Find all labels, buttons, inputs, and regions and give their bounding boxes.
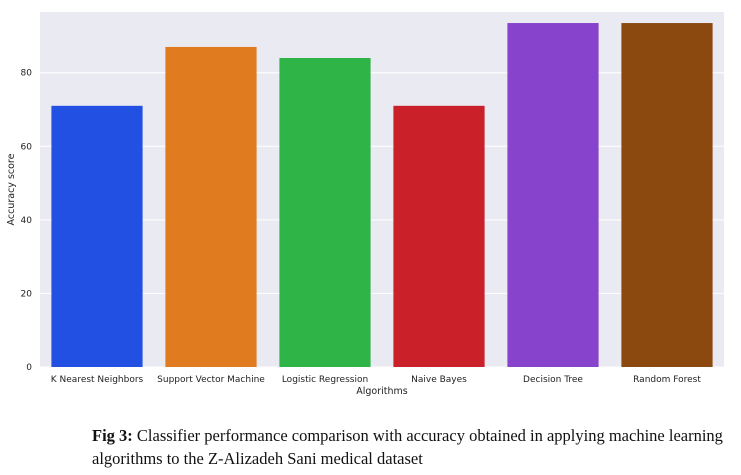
x-tick-label: Decision Tree	[523, 375, 583, 385]
x-tick-label: K Nearest Neighbors	[51, 375, 144, 385]
caption-text: Classifier performance comparison with a…	[92, 426, 723, 468]
y-tick-label: 80	[21, 69, 33, 79]
y-tick-label: 60	[21, 142, 33, 152]
x-axis-label: Algorithms	[356, 386, 408, 397]
y-axis-ticks: 0 20 40 60 80	[21, 69, 33, 373]
bar	[165, 46, 257, 368]
bar	[507, 23, 599, 368]
caption-prefix: Fig 3:	[92, 426, 133, 445]
y-tick-label: 20	[21, 289, 33, 299]
y-tick-label: 40	[21, 216, 33, 226]
x-axis-ticks: K Nearest Neighbors Support Vector Machin…	[51, 375, 702, 385]
bar	[279, 57, 371, 367]
y-axis-label: Accuracy score	[6, 153, 17, 225]
plot-area	[40, 12, 724, 367]
bar	[621, 23, 713, 368]
bars	[51, 23, 713, 368]
bar	[51, 105, 143, 367]
x-tick-label: Naive Bayes	[411, 375, 467, 385]
bar-chart: 0 20 40 60 80 K Nearest Neighbors Support Vec…	[6, 12, 724, 397]
x-tick-label: Random Forest	[633, 375, 701, 385]
gridlines	[40, 72, 724, 368]
x-tick-label: Support Vector Machine	[157, 375, 265, 385]
figure-caption: Fig 3: Classifier performance comparison…	[92, 424, 732, 470]
bar	[393, 105, 485, 367]
y-tick-label: 0	[26, 363, 32, 373]
x-tick-label: Logistic Regression	[282, 375, 368, 385]
